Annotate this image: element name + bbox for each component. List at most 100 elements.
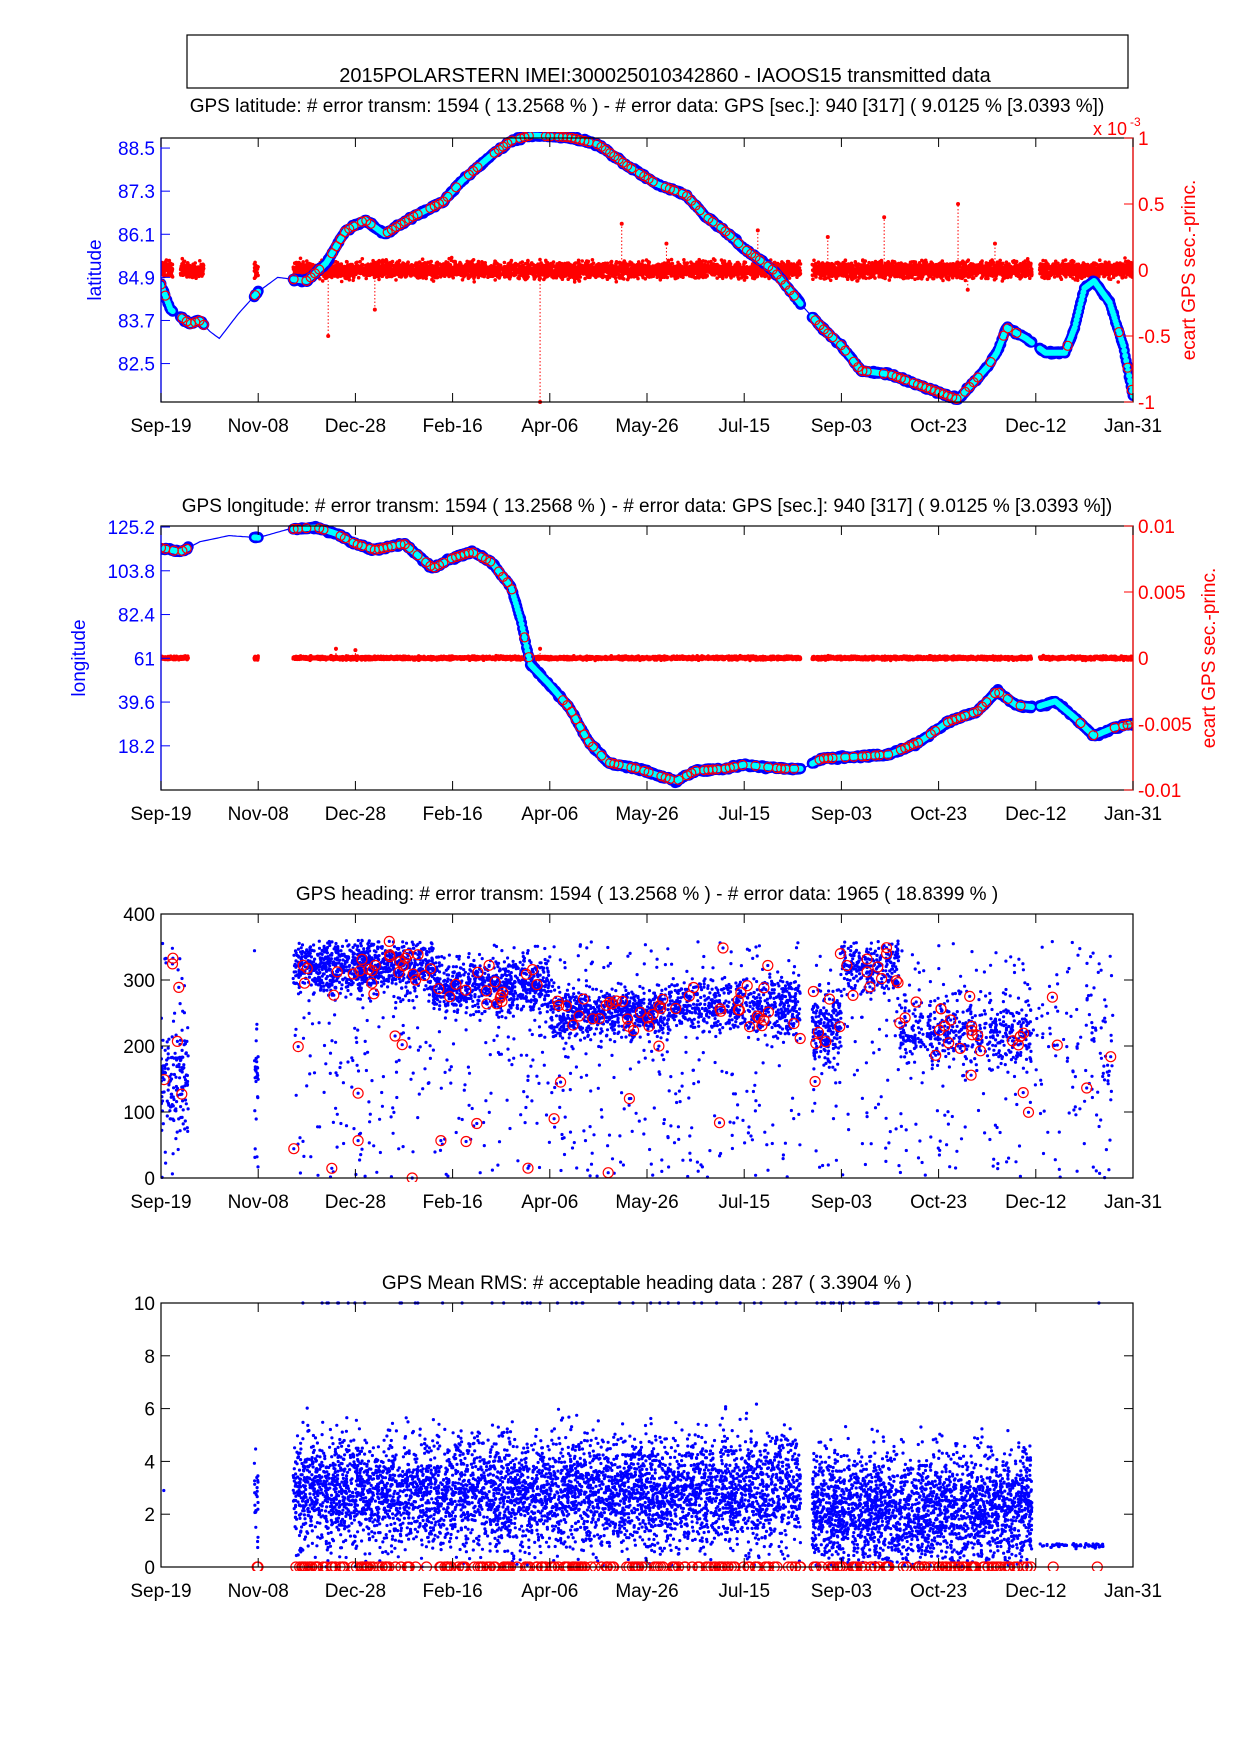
ecart-point xyxy=(593,264,598,269)
ecart-point xyxy=(616,268,620,272)
ecart-point xyxy=(493,278,498,282)
ecart-point xyxy=(294,260,298,265)
ecart-point xyxy=(170,262,174,267)
title-box xyxy=(186,34,1129,89)
ecart-point xyxy=(512,272,517,277)
ecart-point xyxy=(560,265,565,270)
ecart-point xyxy=(354,261,358,265)
ecart-point xyxy=(624,263,629,268)
ecart-point xyxy=(448,271,452,276)
ecart-point xyxy=(367,267,372,272)
ecart-point xyxy=(812,258,816,263)
ecart-point xyxy=(194,276,198,281)
ecart-point xyxy=(404,268,408,273)
ecart-point xyxy=(641,259,645,263)
ecart-point xyxy=(576,272,580,276)
ecart-point xyxy=(715,276,719,280)
ecart-point xyxy=(635,272,639,276)
ecart-point xyxy=(668,262,673,266)
ecart-point xyxy=(681,266,685,271)
ecart-point xyxy=(784,267,789,271)
ecart-point xyxy=(458,270,462,274)
ecart-point xyxy=(554,265,558,270)
ecart-point xyxy=(375,265,380,270)
ecart-point xyxy=(705,264,709,268)
ecart-point xyxy=(701,259,705,263)
ecart-point xyxy=(797,271,801,275)
ecart-point xyxy=(495,270,499,275)
ecart-point xyxy=(790,265,795,270)
ecart-point xyxy=(485,272,489,276)
ecart-point xyxy=(537,277,542,282)
ecart-point xyxy=(417,265,421,270)
ecart-point xyxy=(674,264,679,269)
ecart-point xyxy=(351,278,356,283)
ecart-point xyxy=(424,269,429,273)
ecart-point xyxy=(181,265,186,270)
ecart-point xyxy=(605,274,610,279)
ecart-point xyxy=(193,269,197,274)
ecart-point xyxy=(563,270,568,275)
ecart-series xyxy=(161,202,1133,404)
ecart-point xyxy=(163,264,168,268)
ecart-point xyxy=(394,278,398,282)
figure-title: 2015POLARSTERN IMEI:300025010342860 - IA… xyxy=(339,65,991,87)
ecart-point xyxy=(520,260,525,264)
ecart-point xyxy=(380,274,385,279)
ecart-point xyxy=(520,265,525,270)
ecart-point xyxy=(735,261,740,265)
ecart-point xyxy=(472,280,477,284)
ecart-point xyxy=(577,262,581,267)
ecart-point xyxy=(534,263,538,268)
ecart-point xyxy=(615,261,620,265)
ecart-point xyxy=(941,278,945,283)
ecart-point xyxy=(198,259,202,263)
ecart-point xyxy=(691,270,696,274)
ecart-point xyxy=(194,265,199,270)
ecart-point xyxy=(418,261,423,266)
ecart-point xyxy=(572,268,576,273)
ecart-point xyxy=(632,271,636,276)
ecart-point xyxy=(167,258,172,263)
ecart-point xyxy=(371,264,376,269)
ecart-point xyxy=(720,275,725,280)
ecart-point xyxy=(572,280,577,284)
ecart-point xyxy=(344,259,349,264)
ecart-point xyxy=(549,265,554,270)
ecart-point xyxy=(253,267,258,272)
ecart-point xyxy=(646,268,651,273)
ecart-point xyxy=(488,274,493,279)
ecart-point xyxy=(684,272,689,277)
ecart-point xyxy=(543,267,548,272)
ecart-point xyxy=(429,259,434,264)
ecart-point xyxy=(733,265,738,269)
ecart-point xyxy=(674,276,679,280)
ecart-point xyxy=(843,258,848,263)
ecart-point xyxy=(581,267,585,271)
ecart-point xyxy=(379,260,384,264)
ecart-point xyxy=(320,279,325,283)
ecart-point xyxy=(300,262,305,266)
ecart-point xyxy=(797,259,802,263)
ecart-point xyxy=(610,264,614,268)
ecart-point xyxy=(346,267,351,271)
ecart-point xyxy=(360,257,365,261)
ecart-point xyxy=(444,267,449,271)
ecart-point xyxy=(465,272,470,277)
ecart-point xyxy=(403,263,408,268)
ecart-point xyxy=(562,261,567,266)
ecart-point xyxy=(333,263,338,268)
ecart-point xyxy=(474,272,478,276)
ecart-point xyxy=(601,272,605,277)
ecart-point xyxy=(432,268,437,273)
ecart-point xyxy=(538,257,542,262)
ecart-point xyxy=(525,276,529,281)
ecart-point xyxy=(573,261,578,265)
ecart-point xyxy=(410,269,415,273)
ecart-point xyxy=(640,262,644,266)
ecart-point xyxy=(701,271,706,275)
ecart-point xyxy=(201,262,205,267)
ecart-point xyxy=(581,272,586,276)
ecart-point xyxy=(646,259,650,264)
ecart-point xyxy=(739,276,744,280)
